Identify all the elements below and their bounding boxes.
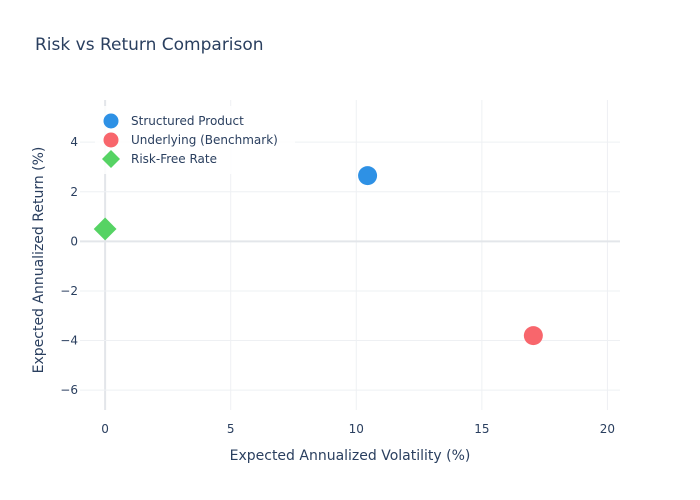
x-tick-label: 15 [474, 422, 489, 436]
x-axis-title: Expected Annualized Volatility (%) [230, 448, 471, 464]
y-tick-label: −2 [60, 284, 78, 298]
point-risk-free-rate[interactable] [93, 217, 117, 241]
legend-items: Structured Product Underlying (Benchmark)… [102, 113, 278, 168]
legend-label-structured-product: Structured Product [131, 114, 244, 128]
x-tick-label: 0 [101, 422, 109, 436]
legend-label-underlying-benchmark: Underlying (Benchmark) [131, 133, 278, 147]
legend-item-structured-product[interactable]: Structured Product [103, 113, 245, 129]
point-structured-product[interactable] [358, 166, 378, 186]
x-tick-label: 10 [349, 422, 364, 436]
legend-swatch-risk-free-rate [102, 150, 120, 168]
legend-item-risk-free-rate[interactable]: Risk-Free Rate [102, 150, 217, 168]
marker-layer [93, 166, 543, 346]
legend-background [95, 106, 295, 174]
x-tick-label: 20 [600, 422, 615, 436]
y-axis-title: Expected Annualized Return (%) [31, 147, 47, 374]
y-tick-label: 4 [70, 135, 78, 149]
point-underlying-benchmark[interactable] [523, 326, 543, 346]
legend[interactable]: Structured Product Underlying (Benchmark)… [95, 106, 295, 174]
y-tick-label: −6 [60, 383, 78, 397]
legend-swatch-structured-product [103, 113, 119, 129]
y-tick-label: 0 [70, 234, 78, 248]
legend-item-underlying-benchmark[interactable]: Underlying (Benchmark) [103, 132, 278, 148]
y-tick-label: 2 [70, 185, 78, 199]
legend-label-risk-free-rate: Risk-Free Rate [131, 152, 217, 166]
tick-layer: 0 5 10 15 20 −6 −4 −2 0 2 4 [60, 135, 615, 436]
x-tick-label: 5 [227, 422, 235, 436]
chart-title: Risk vs Return Comparison [35, 35, 264, 55]
y-tick-label: −4 [60, 334, 78, 348]
legend-swatch-underlying-benchmark [103, 132, 119, 148]
